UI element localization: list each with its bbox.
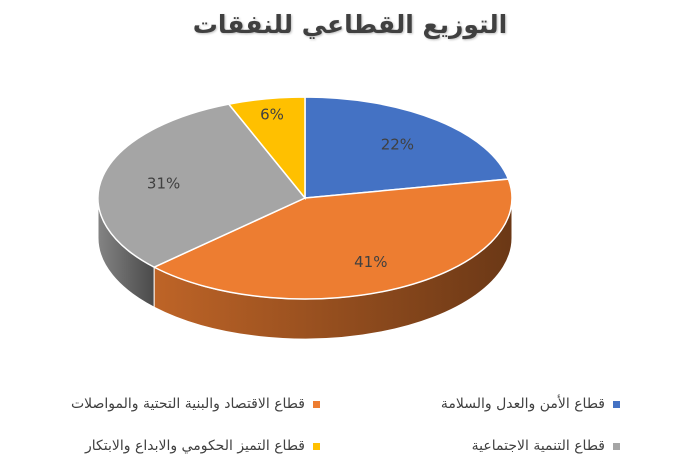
data-label-security: 22% bbox=[381, 136, 414, 154]
chart-legend: قطاع الأمن والعدل والسلامة قطاع الاقتصاد… bbox=[20, 390, 620, 460]
pie-slice-social bbox=[97, 103, 307, 268]
legend-swatch-social bbox=[613, 442, 620, 450]
data-label-social: 31% bbox=[147, 175, 180, 193]
legend-label-security: قطاع الأمن والعدل والسلامة bbox=[440, 396, 605, 412]
chart-title: التوزيع القطاعي للنفقات bbox=[192, 10, 508, 39]
legend-swatch-excellence bbox=[313, 442, 320, 450]
pie-slice-security bbox=[304, 96, 510, 199]
pie-slice-economy bbox=[152, 178, 513, 300]
legend-label-excellence: قطاع التميز الحكومي والابداع والابتكار bbox=[85, 438, 305, 454]
data-label-economy: 41% bbox=[354, 253, 387, 271]
legend-swatch-economy bbox=[313, 400, 320, 408]
legend-label-economy: قطاع الاقتصاد والبنية التحتية والمواصلات bbox=[70, 396, 305, 412]
legend-item-social: قطاع التنمية الاجتماعية bbox=[320, 432, 620, 460]
pie-chart: 22% 41% 31% 6% bbox=[97, 96, 513, 340]
data-label-excellence: 6% bbox=[260, 106, 284, 124]
legend-item-economy: قطاع الاقتصاد والبنية التحتية والمواصلات bbox=[20, 390, 320, 418]
legend-item-excellence: قطاع التميز الحكومي والابداع والابتكار bbox=[20, 432, 320, 460]
legend-item-security: قطاع الأمن والعدل والسلامة bbox=[320, 390, 620, 418]
pie-slice-excellence bbox=[227, 96, 306, 201]
legend-label-social: قطاع التنمية الاجتماعية bbox=[471, 438, 605, 454]
legend-swatch-security bbox=[613, 400, 620, 408]
